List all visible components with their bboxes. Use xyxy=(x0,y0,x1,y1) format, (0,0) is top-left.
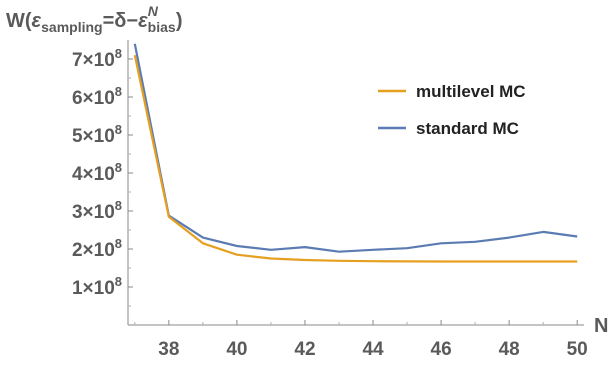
y-tick-base: 10 xyxy=(94,202,115,223)
y-tick-coef: 1 xyxy=(72,278,83,299)
y-tick-times: × xyxy=(83,50,94,71)
y-tick-times: × xyxy=(83,126,94,147)
y-tick-exp: 8 xyxy=(115,160,122,175)
y-tick-base: 10 xyxy=(94,240,115,261)
x-tick-label: 46 xyxy=(431,339,452,360)
x-axis-label: N xyxy=(594,315,608,337)
y-tick-label: 5×108 xyxy=(72,122,122,147)
y-tick-base: 10 xyxy=(94,126,115,147)
y-tick-exp: 8 xyxy=(115,198,122,213)
x-tick-label: 42 xyxy=(294,339,315,360)
y-tick-label: 1×108 xyxy=(72,274,122,299)
y-tick-coef: 4 xyxy=(72,164,83,185)
y-axis-label-sub: sampling xyxy=(41,19,102,35)
y-tick-base: 10 xyxy=(94,278,115,299)
y-tick-coef: 5 xyxy=(72,126,83,147)
y-tick-times: × xyxy=(83,164,94,185)
y-axis-label-sup2: N xyxy=(148,3,159,19)
y-tick-base: 10 xyxy=(94,50,115,71)
y-axis-label-eps2: ε xyxy=(138,10,148,32)
y-tick-label: 4×108 xyxy=(72,160,122,185)
x-tick-label: 48 xyxy=(499,339,520,360)
y-tick-coef: 2 xyxy=(72,240,83,261)
y-tick-exp: 8 xyxy=(115,84,122,99)
y-axis-label-suffix: ) xyxy=(176,10,183,32)
x-tick-label: 50 xyxy=(567,339,588,360)
y-axis-label-prefix: W( xyxy=(6,10,32,32)
y-tick-exp: 8 xyxy=(115,122,122,137)
series-line-standard xyxy=(133,43,578,253)
y-tick-times: × xyxy=(83,240,94,261)
series-group xyxy=(133,43,578,263)
x-ticks: 38 40 42 44 46 48 50 xyxy=(134,320,588,360)
legend-label-standard: standard MC xyxy=(416,119,519,138)
y-tick-label: 3×108 xyxy=(72,198,122,223)
y-tick-base: 10 xyxy=(94,88,115,109)
y-tick-times: × xyxy=(83,88,94,109)
y-tick-exp: 8 xyxy=(115,236,122,251)
y-axis-label-sub2: bias xyxy=(148,19,176,35)
y-axis-label-mid: =δ− xyxy=(103,10,139,32)
x-tick-label: 38 xyxy=(158,339,179,360)
x-tick-label: 40 xyxy=(226,339,247,360)
y-tick-times: × xyxy=(83,278,94,299)
y-tick-exp: 8 xyxy=(115,46,122,61)
x-tick-label: 44 xyxy=(362,339,384,360)
y-tick-label: 6×108 xyxy=(72,84,122,109)
y-tick-exp: 8 xyxy=(115,274,122,289)
y-tick-base: 10 xyxy=(94,164,115,185)
y-axis-label-eps: ε xyxy=(32,10,42,32)
y-tick-coef: 7 xyxy=(72,50,83,71)
y-tick-label: 7×108 xyxy=(72,46,122,71)
y-tick-coef: 6 xyxy=(72,88,83,109)
series-line-multilevel xyxy=(133,54,578,263)
y-tick-times: × xyxy=(83,202,94,223)
legend: multilevel MC standard MC xyxy=(378,82,526,138)
y-tick-coef: 3 xyxy=(72,202,83,223)
y-axis-label: W(εsampling=δ−εbiasN) xyxy=(6,3,182,35)
y-tick-label: 2×108 xyxy=(72,236,122,261)
legend-label-multilevel: multilevel MC xyxy=(416,82,526,101)
